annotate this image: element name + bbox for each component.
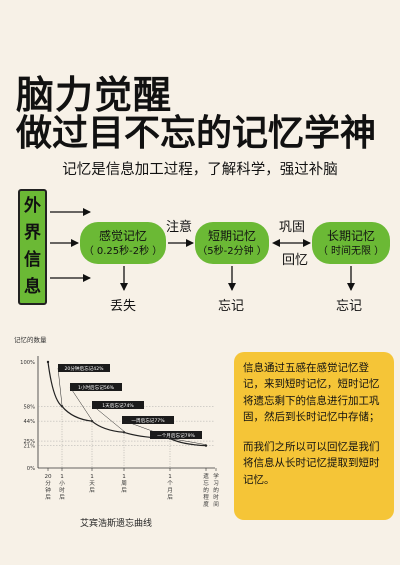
x-tick-label: 度 <box>203 500 209 508</box>
x-tick-label: 个 <box>167 480 173 487</box>
main-title: 脑力觉醒 <box>16 72 173 117</box>
forgetting-curve-svg: 记忆的数量 100% 58% 44% 25%21% 0% 20分钟后忘记42% 1小时后忘记5… <box>14 335 219 508</box>
x-tick-label: 后 <box>121 486 127 494</box>
long-term-memory-duration: （ 时间无限 ） <box>317 245 385 257</box>
forget-label-2: 忘记 <box>336 299 363 314</box>
recall-label: 回忆 <box>282 253 309 268</box>
consolidate-label: 巩固 <box>279 220 306 235</box>
curve-point <box>204 444 208 447</box>
short-term-memory-duration: （5秒-2分钟 ） <box>197 245 267 257</box>
x-tick-label: 的 <box>213 486 219 494</box>
x-tick-label: 忘 <box>203 479 209 487</box>
y-tick-label: 21% <box>23 444 35 450</box>
x-tick-label: 学 <box>213 472 219 480</box>
x-tick-label: 程 <box>203 493 209 501</box>
x-tick-label: 1 <box>60 474 64 480</box>
x-tick-label: 时 <box>213 493 219 501</box>
x-tick-label: 1 <box>168 474 172 480</box>
annotation-pointer <box>149 434 207 445</box>
annotation-box <box>58 364 110 372</box>
annotation-label: 20分钟后忘记42% <box>64 365 104 372</box>
x-tick-label: 习 <box>213 480 219 487</box>
annotation-label: 1天后忘记74% <box>102 402 134 409</box>
annotation-label: 1小时后忘记56% <box>78 384 115 391</box>
x-tick-label: 月 <box>167 487 173 494</box>
x-tick-label: 1 <box>90 474 94 480</box>
y-axis-label: 记忆的数量 <box>14 335 47 344</box>
sensory-memory-duration: （ 0.25秒-2秒 ） <box>83 245 163 257</box>
annotation-box <box>122 416 174 424</box>
external-info-box: 外 界 信 息 <box>18 189 47 305</box>
x-tick-label: 遗 <box>203 472 209 480</box>
note-paragraph-2: 而我们之所以可以回忆是我们将信息从长时记忆提取到短时记忆。 <box>243 441 380 486</box>
sensory-memory-label: 感觉记忆 <box>98 229 147 243</box>
long-term-memory-label: 长期记忆 <box>326 229 375 243</box>
x-tick-label: 20 <box>44 474 52 480</box>
short-term-memory-label: 短期记忆 <box>207 229 256 243</box>
x-tick-label: 时 <box>59 486 65 494</box>
x-tick-label: 的 <box>203 486 209 494</box>
x-tick-label: 钟 <box>45 486 51 494</box>
x-tick-label: 后 <box>89 486 95 494</box>
long-term-memory-node: 长期记忆 （ 时间无限 ） <box>312 222 390 264</box>
forget-label-1: 忘记 <box>218 299 245 314</box>
curve-point <box>60 405 64 408</box>
lost-label: 丢失 <box>110 299 137 314</box>
subtitle: 记忆是信息加工过程，了解科学，强过补脑 <box>62 162 338 178</box>
curve-point <box>46 360 50 364</box>
attention-label: 注意 <box>166 220 193 235</box>
x-tick-label: 后 <box>167 493 173 501</box>
x-tick-label: 小 <box>59 479 65 487</box>
short-term-memory-node: 短期记忆 （5秒-2分钟 ） <box>195 222 269 264</box>
external-info-char: 息 <box>24 277 41 297</box>
annotation-pointer <box>69 386 93 421</box>
explanation-note: 信息通过五感在感觉记忆登记，来到短时记忆，短时记忆将遗忘剩下的信息进行加工巩固，… <box>234 352 394 520</box>
forgetting-curve-line <box>47 361 207 447</box>
note-paragraph-1: 信息通过五感在感觉记忆登记，来到短时记忆，短时记忆将遗忘剩下的信息进行加工巩固，… <box>243 362 380 423</box>
x-tick-label: 后 <box>45 493 51 501</box>
sensory-memory-node: 感觉记忆 （ 0.25秒-2秒 ） <box>80 222 166 264</box>
y-tick-label: 58% <box>23 404 35 410</box>
x-tick-label: 后 <box>59 493 65 501</box>
annotation-label: 一个月后忘记79% <box>157 432 195 439</box>
x-tick-label: 天 <box>89 480 95 487</box>
annotation-box <box>150 431 202 439</box>
forgetting-curve-chart: 记忆的数量 100% 58% 44% 25% 21% 0% 20分钟后忘记42% 1小时后忘记5… <box>10 330 222 530</box>
annotation-box <box>92 401 144 409</box>
chart-title: 艾宾浩斯遗忘曲线 <box>79 519 152 529</box>
y-tick-label: 0% <box>27 466 35 472</box>
external-info-char: 外 <box>24 196 41 216</box>
main-subtitle-heading: 做过目不忘的记忆学神 <box>16 112 377 154</box>
annotation-box <box>70 383 122 391</box>
x-tick-label: 分 <box>45 479 51 487</box>
y-tick-label: 25% <box>23 439 35 445</box>
y-tick-label: 100% <box>20 360 35 366</box>
x-tick-label: 间 <box>213 500 219 508</box>
annotation-label: 一周后忘记77% <box>131 417 165 424</box>
annotation-pointer <box>57 367 63 406</box>
external-info-char: 界 <box>24 223 41 243</box>
annotation-pointer <box>91 404 125 432</box>
x-tick-label: 1 <box>122 474 126 480</box>
x-tick-label: 周 <box>121 480 127 487</box>
external-info-char: 信 <box>24 250 41 270</box>
y-tick-label: 44% <box>23 419 35 425</box>
